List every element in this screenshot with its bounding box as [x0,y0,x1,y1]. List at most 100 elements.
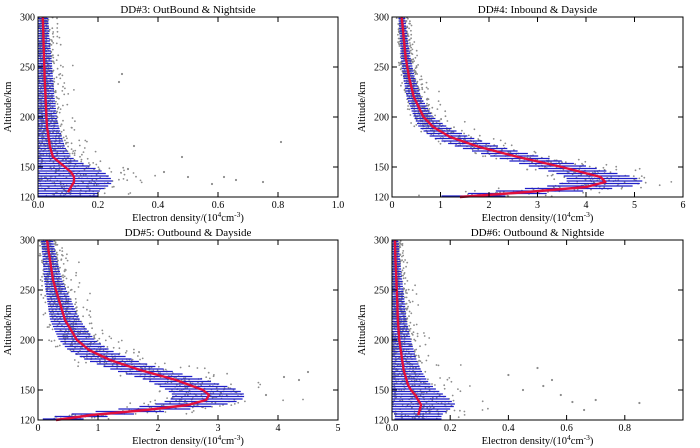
scatter-point [68,316,71,319]
scatter-point [164,368,167,371]
outlier-point [571,400,574,404]
scatter-point [59,329,62,332]
scatter-point [506,194,509,197]
scatter-point [428,409,431,412]
error-bars [398,17,643,197]
x-tick-label: 1 [96,423,101,434]
scatter-point [178,399,181,401]
scatter-point [118,178,120,181]
scatter-point [46,279,49,281]
scatter-point [409,301,412,304]
scatter-point [439,103,442,106]
x-tick-label: 0.2 [444,423,457,434]
scatter-point [51,328,54,331]
scatter-point [615,168,618,171]
scatter-point [120,171,122,174]
outlier-point [234,178,238,182]
scatter-point [640,186,642,189]
scatter-point [40,293,43,296]
scatter-point [408,96,411,99]
scatter-point [149,400,152,403]
scatter-point [402,254,405,257]
scatter-points [395,16,673,198]
scatter-point [401,255,403,258]
scatter-point [65,297,67,299]
scatter-point [400,374,403,377]
scatter-point [72,326,74,329]
scatter-point [59,73,62,75]
scatter-point [435,364,438,366]
scatter-point [103,192,106,195]
scatter-point [120,339,123,342]
scatter-point [420,78,423,81]
y-tick-label: 250 [20,286,35,297]
scatter-point [103,187,106,190]
scatter-point [459,364,462,366]
x-tick-label: 0.0 [32,200,45,211]
scatter-point [44,294,47,297]
scatter-point [62,104,64,107]
scatter-point [438,90,440,93]
scatter-point [421,95,423,98]
scatter-point [62,119,64,122]
scatter-point [499,139,502,142]
scatter-point [421,88,424,91]
outlier-point [559,393,562,397]
scatter-point [408,325,411,327]
scatter-point [62,158,64,161]
x-tick-label: 0.4 [502,423,515,434]
scatter-point [407,288,410,291]
scatter-point [64,268,66,271]
scatter-point [428,337,431,339]
scatter-point [487,407,489,410]
scatter-point [110,337,113,340]
scatter-point [86,308,88,311]
scatter-point [482,155,484,158]
scatter-point [443,387,446,390]
scatter-point [154,174,157,177]
scatter-point [531,161,533,164]
scatter-point [397,41,399,43]
scatter-point [207,371,210,374]
outlier-point [550,378,554,382]
scatter-points [37,16,283,198]
outlier-point [638,401,641,405]
scatter-point [510,144,513,147]
scatter-point [82,181,84,184]
scatter-point [59,64,62,67]
x-tick-label: 4 [276,423,281,434]
scatter-point [427,354,430,357]
scatter-point [563,176,566,179]
scatter-point [407,305,409,308]
scatter-point [402,277,405,280]
scatter-point [157,365,160,368]
scatter-point [55,59,58,61]
scatter-point [444,110,447,113]
y-tick-label: 300 [374,236,389,247]
scatter-point [393,352,396,354]
scatter-point [63,270,66,272]
scatter-point [71,64,74,67]
scatter-point [448,377,451,379]
x-axis-label-part: -3 [234,210,240,219]
scatter-point [196,404,199,407]
panel-1: 0.0 0.2 0.4 0.6 0.8 1.0 150 200 250 300 120 DD#3: O… [3,4,344,224]
scatter-point [62,263,65,265]
scatter-point [58,344,61,347]
scatter-point [392,316,395,319]
x-tick-label: 6 [681,200,686,211]
scatter-point [443,384,446,387]
scatter-point [473,128,476,131]
x-tick-label: 0.8 [619,423,632,434]
scatter-point [415,348,418,351]
scatter-point [93,334,95,337]
scatter-point [85,173,87,176]
scatter-point [478,134,481,137]
scatter-point [415,65,418,67]
scatter-point [577,158,580,161]
scatter-point [415,124,418,126]
scatter-point [400,389,403,392]
scatter-point [419,78,421,81]
scatter-point [603,168,606,171]
scatter-point [413,60,415,62]
